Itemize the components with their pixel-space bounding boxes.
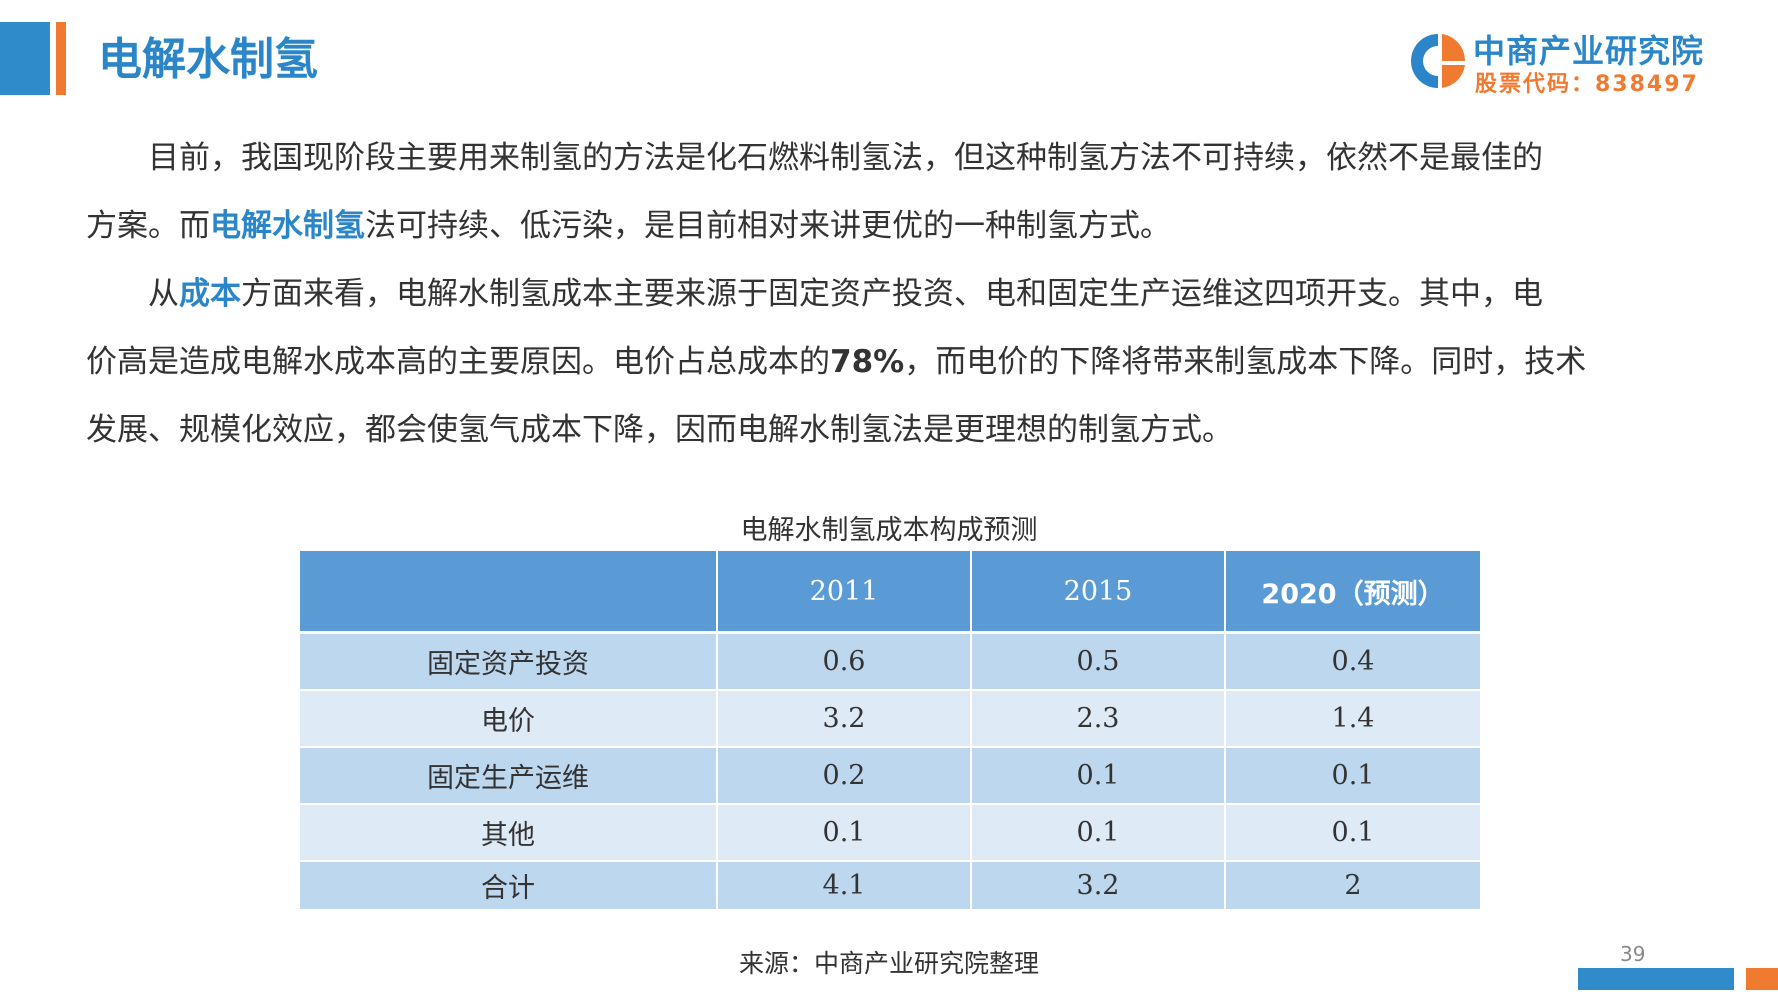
percentage-value: 78% — [830, 344, 905, 380]
header-cell-2015: 2015 — [971, 551, 1226, 634]
cost-table: 2011 2015 2020（预测） 固定资产投资 0.6 0.5 0.4 电价… — [300, 551, 1480, 909]
header-accent-orange — [56, 22, 66, 95]
table-row: 其他 0.1 0.1 0.1 — [300, 803, 1480, 862]
table-row: 电价 3.2 2.3 1.4 — [300, 689, 1480, 748]
paragraph-line: 方案。而电解水制氢法可持续、低污染，是目前相对来讲更优的一种制氢方式。 — [86, 192, 1686, 260]
footer-accent-blue — [1578, 968, 1734, 990]
paragraph-line: 价高是造成电解水成本高的主要原因。电价占总成本的78%，而电价的下降将带来制氢成… — [86, 328, 1686, 396]
text-run: 从 — [148, 276, 179, 312]
source-note: 来源：中商产业研究院整理 — [738, 949, 1039, 978]
page-number: 39 — [1620, 942, 1646, 966]
table-row: 固定生产运维 0.2 0.1 0.1 — [300, 746, 1480, 805]
table-cell: 0.1 — [971, 803, 1226, 862]
highlight-term: 成本 — [179, 276, 241, 312]
table-cell: 3.2 — [717, 689, 972, 748]
page-title: 电解水制氢 — [98, 34, 318, 85]
text-run: 方案。而 — [86, 208, 210, 244]
company-logo: 中商产业研究院 股票代码：838497 — [1405, 26, 1705, 97]
table-row: 固定资产投资 0.6 0.5 0.4 — [300, 632, 1480, 691]
footer-accent-orange — [1746, 968, 1778, 990]
table-cell: 0.1 — [971, 746, 1226, 805]
paragraph-line: 从成本方面来看，电解水制氢成本主要来源于固定资产投资、电和固定生产运维这四项开支… — [86, 260, 1686, 328]
table-cell: 0.5 — [971, 632, 1226, 691]
table-cell: 0.6 — [717, 632, 972, 691]
header-cell-2011: 2011 — [717, 551, 972, 634]
highlight-term: 电解水制氢 — [210, 208, 365, 244]
table-cell: 0.1 — [1225, 746, 1480, 805]
table-cell: 4.1 — [717, 860, 972, 909]
table-row-total: 合计 4.1 3.2 2 — [300, 860, 1480, 909]
paragraph-intro: 目前，我国现阶段主要用来制氢的方法是化石燃料制氢法，但这种制氢方法不可持续，依然… — [86, 124, 1686, 260]
table-caption: 电解水制氢成本构成预测 — [740, 515, 1038, 546]
table-cell: 2 — [1225, 860, 1480, 909]
table-cell: 0.1 — [1225, 803, 1480, 862]
logo-name: 中商产业研究院 — [1473, 32, 1705, 70]
table-cell: 0.4 — [1225, 632, 1480, 691]
logo-stock-code: 股票代码：838497 — [1475, 72, 1699, 97]
paragraph-line: 目前，我国现阶段主要用来制氢的方法是化石燃料制氢法，但这种制氢方法不可持续，依然… — [148, 140, 1543, 176]
table-cell: 2.3 — [971, 689, 1226, 748]
logo-mark-icon — [1411, 34, 1466, 88]
row-label: 电价 — [300, 689, 718, 748]
paragraph-line: 发展、规模化效应，都会使氢气成本下降，因而电解水制氢法是更理想的制氢方式。 — [86, 412, 1233, 448]
header-cell-2020: 2020（预测） — [1225, 551, 1480, 634]
table-cell: 0.2 — [717, 746, 972, 805]
table-cell: 3.2 — [971, 860, 1226, 909]
text-run: ，而电价的下降将带来制氢成本下降。同时，技术 — [904, 344, 1587, 380]
table-cell: 0.1 — [717, 803, 972, 862]
row-label: 固定资产投资 — [300, 632, 718, 691]
table-header-row: 2011 2015 2020（预测） — [300, 551, 1480, 634]
row-label: 固定生产运维 — [300, 746, 718, 805]
header-accent-blue — [0, 22, 50, 95]
text-run: 方面来看，电解水制氢成本主要来源于固定资产投资、电和固定生产运维这四项开支。其中… — [241, 276, 1543, 312]
paragraph-cost: 从成本方面来看，电解水制氢成本主要来源于固定资产投资、电和固定生产运维这四项开支… — [86, 260, 1686, 464]
row-label: 其他 — [300, 803, 718, 862]
header-cell-empty — [300, 551, 718, 634]
row-label: 合计 — [300, 860, 718, 909]
text-run: 价高是造成电解水成本高的主要原因。电价占总成本的 — [86, 344, 830, 380]
text-run: 法可持续、低污染，是目前相对来讲更优的一种制氢方式。 — [365, 208, 1171, 244]
table-cell: 1.4 — [1225, 689, 1480, 748]
